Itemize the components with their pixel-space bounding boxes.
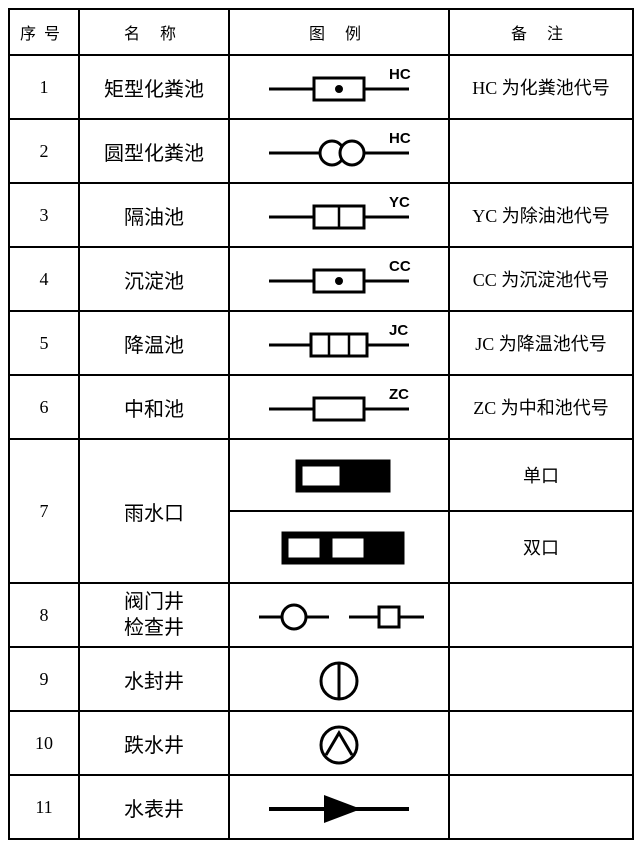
row-legend [229, 583, 449, 647]
row-seq: 10 [9, 711, 79, 775]
row-legend: HC [229, 119, 449, 183]
row-remark: HC 为化粪池代号 [449, 55, 633, 119]
table-row: 7雨水口单口 [9, 439, 633, 511]
row-name: 矩型化粪池 [79, 55, 229, 119]
header-name: 名 称 [79, 9, 229, 55]
row-seq: 1 [9, 55, 79, 119]
row-name: 跌水井 [79, 711, 229, 775]
row-remark [449, 119, 633, 183]
table-row: 9水封井 [9, 647, 633, 711]
row-remark: 单口 [449, 439, 633, 511]
row-legend: JC [229, 311, 449, 375]
row-name: 沉淀池 [79, 247, 229, 311]
table-row: 6中和池 ZC ZC 为中和池代号 [9, 375, 633, 439]
row-seq: 3 [9, 183, 79, 247]
row-legend [229, 775, 449, 839]
row-remark [449, 711, 633, 775]
row-name: 阀门井 检查井 [79, 583, 229, 647]
row-name: 水封井 [79, 647, 229, 711]
header-row: 序号 名 称 图 例 备 注 [9, 9, 633, 55]
row-legend: CC [229, 247, 449, 311]
svg-text:HC: HC [389, 130, 411, 147]
row-seq: 9 [9, 647, 79, 711]
header-legend: 图 例 [229, 9, 449, 55]
row-name: 雨水口 [79, 439, 229, 583]
row-remark: ZC 为中和池代号 [449, 375, 633, 439]
row-remark: 双口 [449, 511, 633, 583]
header-seq: 序号 [9, 9, 79, 55]
row-legend [229, 439, 449, 511]
row-legend: HC [229, 55, 449, 119]
legend-table: 序号 名 称 图 例 备 注 1矩型化粪池 HC HC 为化粪池代号 2圆型化粪池 HC… [8, 8, 634, 840]
row-name: 隔油池 [79, 183, 229, 247]
table-row: 10跌水井 [9, 711, 633, 775]
row-seq: 4 [9, 247, 79, 311]
row-legend: YC [229, 183, 449, 247]
table-row: 1矩型化粪池 HC HC 为化粪池代号 [9, 55, 633, 119]
svg-text:JC: JC [389, 322, 408, 339]
row-legend [229, 647, 449, 711]
row-legend [229, 511, 449, 583]
row-seq: 7 [9, 439, 79, 583]
svg-text:HC: HC [389, 66, 411, 83]
row-seq: 11 [9, 775, 79, 839]
header-remark: 备 注 [449, 9, 633, 55]
row-seq: 6 [9, 375, 79, 439]
table-row: 8阀门井 检查井 [9, 583, 633, 647]
table-row: 11水表井 [9, 775, 633, 839]
svg-text:YC: YC [389, 194, 410, 211]
row-seq: 8 [9, 583, 79, 647]
table-row: 3隔油池 YC YC 为除油池代号 [9, 183, 633, 247]
row-legend [229, 711, 449, 775]
row-remark: YC 为除油池代号 [449, 183, 633, 247]
table-row: 2圆型化粪池 HC [9, 119, 633, 183]
row-remark [449, 583, 633, 647]
row-name: 中和池 [79, 375, 229, 439]
row-name: 圆型化粪池 [79, 119, 229, 183]
table-row: 4沉淀池 CC CC 为沉淀池代号 [9, 247, 633, 311]
row-name: 降温池 [79, 311, 229, 375]
row-name: 水表井 [79, 775, 229, 839]
row-legend: ZC [229, 375, 449, 439]
row-remark [449, 647, 633, 711]
svg-text:ZC: ZC [389, 386, 409, 403]
row-remark: JC 为降温池代号 [449, 311, 633, 375]
svg-text:CC: CC [389, 258, 411, 275]
row-remark: CC 为沉淀池代号 [449, 247, 633, 311]
row-remark [449, 775, 633, 839]
table-row: 5降温池 JC JC 为降温池代号 [9, 311, 633, 375]
row-seq: 5 [9, 311, 79, 375]
row-seq: 2 [9, 119, 79, 183]
